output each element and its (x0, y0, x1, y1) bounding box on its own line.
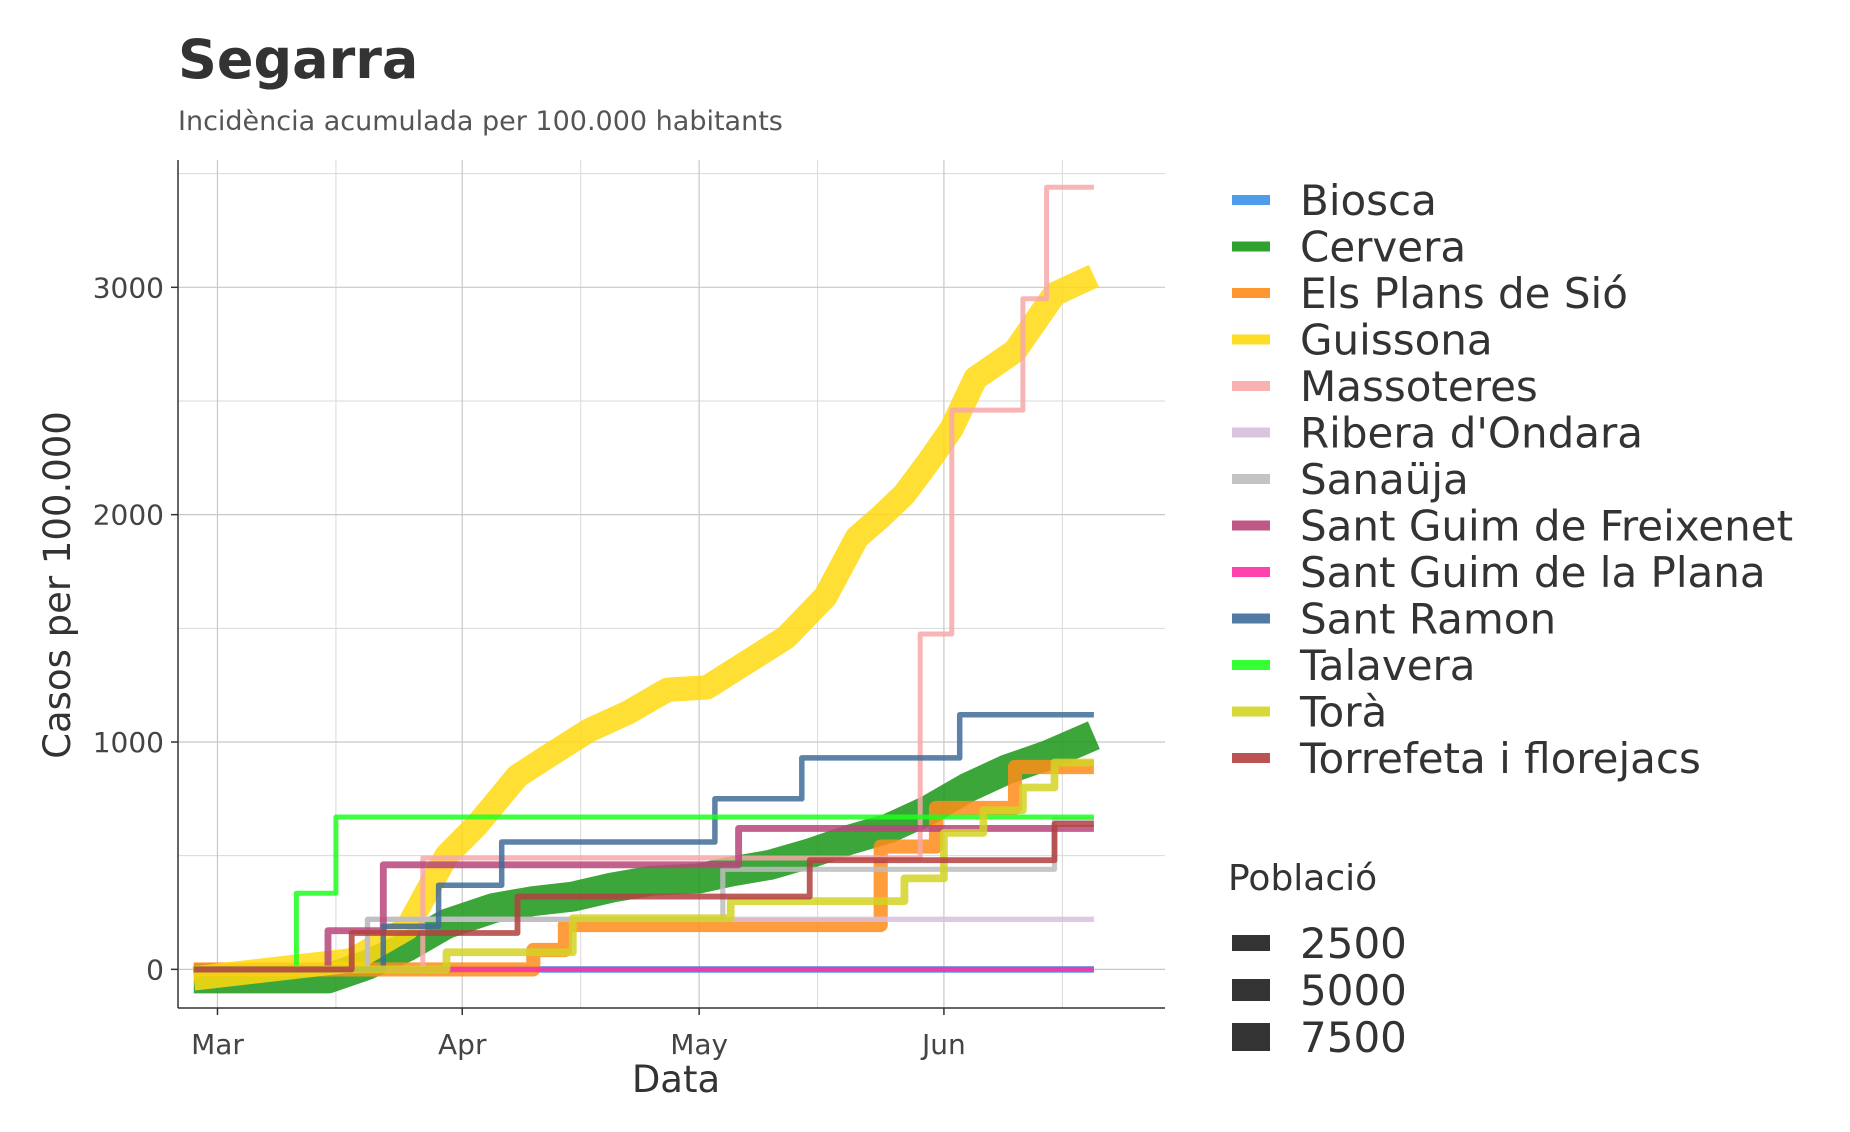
size-legend-key (1232, 935, 1270, 951)
y-tick-label: 0 (146, 953, 164, 986)
chart-subtitle: Incidència acumulada per 100.000 habitan… (178, 106, 783, 137)
x-tick-label: May (670, 1028, 728, 1061)
series-line-sant-guim-de-freixenet (193, 824, 1094, 973)
legend-label-sant-ramon: Sant Ramon (1300, 595, 1556, 644)
x-tick-label: Apr (438, 1028, 487, 1061)
legend-label-sant-guim-de-la-plana: Sant Guim de la Plana (1300, 548, 1766, 597)
legend-key-massoteres (1232, 381, 1270, 391)
series-line-massoteres (193, 184, 1094, 972)
legend-key-torrefeta-i-florejacs (1232, 753, 1270, 763)
legend-label-els-plans-de-si-: Els Plans de Sió (1300, 269, 1628, 318)
legend-key-sant-ramon (1232, 613, 1270, 624)
axis-layer: Mar Apr May Jun 0 1000 2000 3000 (93, 160, 1165, 1061)
legend-key-sana-ja (1232, 474, 1270, 484)
legend-label-sana-ja: Sanaüja (1300, 455, 1469, 504)
legend-key-ribera-d-ondara (1232, 427, 1270, 438)
legend-key-cervera (1232, 241, 1270, 252)
y-tick-label: 3000 (93, 271, 164, 304)
size-legend-label: 5000 (1300, 966, 1407, 1015)
y-tick-label: 1000 (93, 726, 164, 759)
series-line-cervera (193, 721, 1100, 994)
legend-key-biosca (1232, 195, 1270, 205)
series-line-tor- (193, 758, 1094, 974)
legend-key-talavera (1232, 660, 1270, 670)
legend-label-cervera: Cervera (1300, 223, 1466, 272)
series-layer (192, 184, 1100, 994)
legend-label-sant-guim-de-freixenet: Sant Guim de Freixenet (1300, 502, 1793, 551)
x-axis-title: Data (632, 1058, 720, 1101)
series-line-torrefeta-i-florejacs (193, 820, 1094, 973)
size-legend-key (1232, 1023, 1270, 1051)
series-line-sant-ramon (193, 711, 1094, 973)
grid-layer (178, 160, 1165, 1008)
legend-label-tor-: Torà (1299, 688, 1387, 737)
legend-key-guissona (1232, 334, 1270, 345)
x-tick-label: Mar (191, 1028, 244, 1061)
legend-label-biosca: Biosca (1300, 176, 1437, 225)
legend-label-torrefeta-i-florejacs: Torrefeta i florejacs (1299, 734, 1701, 783)
legend-key-tor- (1232, 706, 1270, 717)
x-tick-label: Jun (920, 1028, 966, 1061)
size-legend-label: 2500 (1300, 919, 1407, 968)
size-legend-title: Població (1228, 858, 1377, 899)
legend-label-talavera: Talavera (1299, 641, 1476, 690)
legend-key-sant-guim-de-freixenet (1232, 520, 1270, 531)
size-legend-label: 7500 (1300, 1013, 1407, 1062)
y-axis-title: Casos per 100.000 (36, 411, 79, 759)
legend-label-guissona: Guissona (1300, 316, 1493, 365)
legend-key-els-plans-de-si- (1232, 288, 1270, 298)
legend-label-massoteres: Massoteres (1300, 362, 1538, 411)
legend-label-ribera-d-ondara: Ribera d'Ondara (1300, 409, 1643, 458)
chart-title: Segarra (178, 28, 419, 91)
y-tick-label: 2000 (93, 499, 164, 532)
legend-key-sant-guim-de-la-plana (1232, 567, 1270, 577)
size-legend-key (1232, 979, 1270, 1001)
